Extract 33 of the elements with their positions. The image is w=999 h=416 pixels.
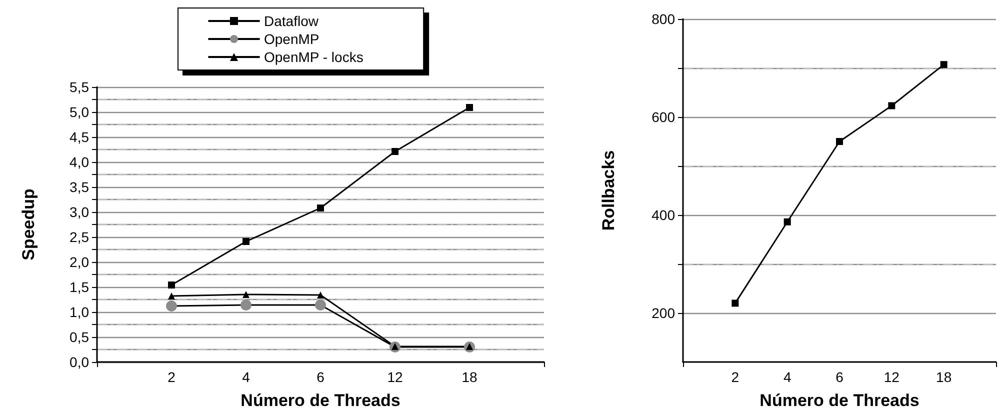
y-axis-title: Rollbacks xyxy=(599,150,618,231)
x-tick-label: 2 xyxy=(168,369,176,385)
x-axis-title: Número de Threads xyxy=(760,391,920,410)
y-tick-label: 5,5 xyxy=(70,79,90,95)
y-tick-label: 400 xyxy=(652,207,676,223)
y-tick-label: 4,0 xyxy=(70,154,90,170)
x-tick-label: 12 xyxy=(884,369,900,385)
y-tick-label: 2,0 xyxy=(70,254,90,270)
x-tick-label: 6 xyxy=(316,369,325,385)
legend-label: OpenMP - locks xyxy=(264,49,364,65)
legend-label: Dataflow xyxy=(264,13,320,29)
y-tick-label: 3,5 xyxy=(70,179,90,195)
x-tick-label: 12 xyxy=(387,369,403,385)
y-tick-label: 5,0 xyxy=(70,104,90,120)
y-axis-title: Speedup xyxy=(19,188,38,260)
x-axis-title: Número de Threads xyxy=(240,391,400,410)
y-tick-label: 3,0 xyxy=(70,204,90,220)
x-tick-label: 4 xyxy=(242,369,250,385)
y-tick-label: 1,5 xyxy=(70,279,90,295)
x-tick-label: 6 xyxy=(836,369,844,385)
y-tick-label: 600 xyxy=(652,109,676,125)
y-tick-label: 0,5 xyxy=(70,329,90,345)
y-tick-label: 0,0 xyxy=(70,354,90,370)
x-tick-label: 18 xyxy=(462,369,478,385)
x-tick-label: 2 xyxy=(731,369,740,385)
x-tick-label: 18 xyxy=(936,369,952,385)
legend-label: OpenMP xyxy=(264,31,320,47)
x-tick-label: 4 xyxy=(783,369,792,385)
y-tick-label: 800 xyxy=(652,11,676,27)
y-tick-label: 200 xyxy=(652,305,676,321)
y-tick-label: 4,5 xyxy=(70,129,90,145)
y-tick-label: 2,5 xyxy=(70,229,90,245)
y-tick-label: 1,0 xyxy=(70,304,90,320)
